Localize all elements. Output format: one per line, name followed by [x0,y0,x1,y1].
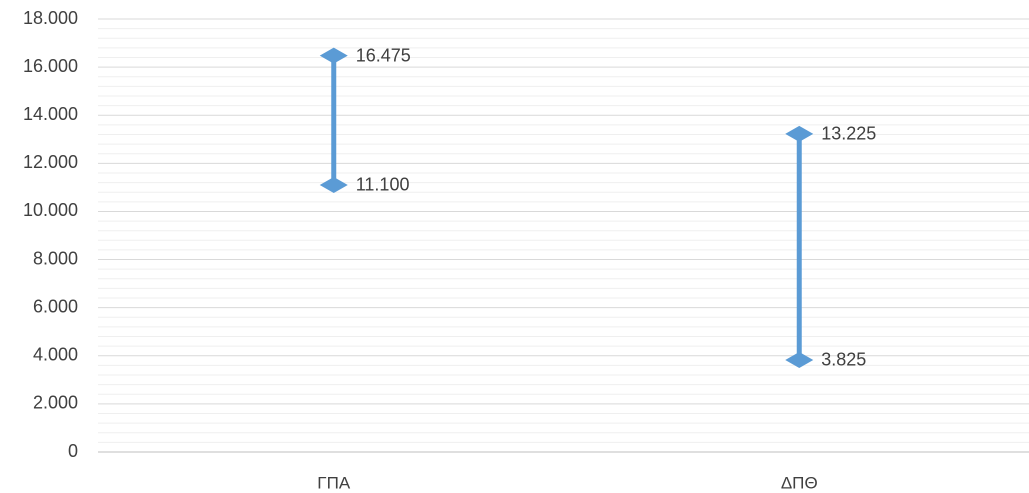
y-tick-label: 12.000 [23,152,78,172]
y-tick-label: 8.000 [33,248,78,268]
marker [319,176,348,193]
y-tick-label: 16.000 [23,56,78,76]
x-tick-label: ΔΠΘ [781,473,818,492]
marker [319,47,348,64]
data-label: 16.475 [356,45,411,65]
y-tick-label: 2.000 [33,393,78,413]
x-tick-label: ΓΠΑ [317,473,351,492]
data-label: 3.825 [821,350,866,370]
y-tick-label: 14.000 [23,104,78,124]
data-label: 11.100 [356,175,410,195]
marker [785,351,814,368]
marker [785,125,814,142]
data-label: 13.225 [821,124,876,144]
y-tick-label: 4.000 [33,345,78,365]
y-tick-label: 18.000 [23,8,78,28]
y-tick-label: 6.000 [33,296,78,316]
y-tick-label: 0 [68,441,78,461]
y-tick-label: 10.000 [23,200,78,220]
